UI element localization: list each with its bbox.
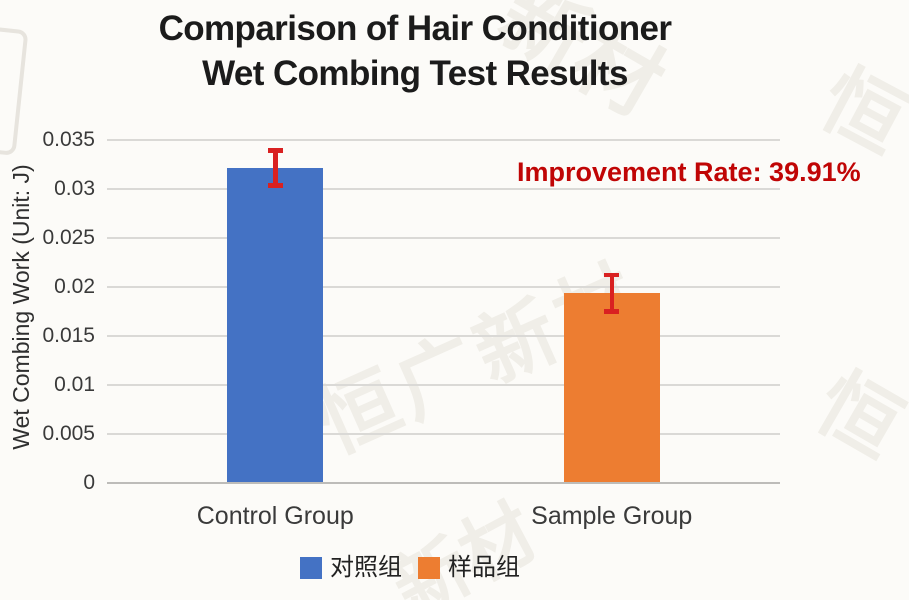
gridline: [107, 285, 780, 288]
x-category-label: Control Group: [196, 502, 354, 530]
gridline: [107, 383, 780, 386]
y-tick-label: 0.005: [42, 421, 95, 445]
error-bar: [609, 272, 614, 314]
y-tick-label: 0: [83, 470, 95, 494]
x-axis-line: [107, 481, 780, 484]
chart-title-line1: Comparison of Hair Conditioner: [158, 9, 672, 48]
legend: 对照组 样品组: [0, 553, 820, 583]
gridline: [107, 187, 780, 190]
gridline: [107, 432, 780, 435]
gridline: [107, 334, 780, 337]
legend-swatch: [300, 557, 322, 579]
y-tick-label: 0.025: [42, 225, 95, 249]
error-bar-cap: [267, 183, 283, 188]
y-tick-label: 0.02: [54, 274, 95, 298]
legend-swatch: [418, 557, 440, 579]
y-tick-label: 0.03: [54, 176, 95, 200]
y-tick-label: 0.035: [42, 127, 95, 151]
gridline: [107, 138, 780, 141]
error-bar-cap: [604, 272, 620, 278]
chart-title-line2: Wet Combing Test Results: [202, 54, 628, 93]
bar-control-group: [227, 167, 324, 483]
gridline: [107, 236, 780, 239]
chart-title: Comparison of Hair Conditioner Wet Combi…: [0, 6, 830, 96]
improvement-rate-annotation: Improvement Rate: 39.91%: [517, 157, 861, 187]
bar-sample-group: [563, 293, 660, 483]
legend-label: 对照组: [330, 554, 402, 581]
error-bar-cap: [267, 148, 283, 153]
legend-item: 对照组: [300, 553, 402, 583]
watermark-text: 恒: [801, 357, 909, 475]
legend-item: 样品组: [418, 553, 520, 583]
error-bar: [273, 148, 278, 188]
x-category-label: Sample Group: [531, 502, 693, 530]
error-bar-cap: [604, 309, 620, 314]
y-axis-title: Wet Combing Work (Unit: J): [8, 164, 34, 450]
y-tick-label: 0.015: [42, 323, 95, 347]
y-tick-label: 0.01: [54, 372, 95, 396]
legend-label: 样品组: [448, 554, 520, 581]
